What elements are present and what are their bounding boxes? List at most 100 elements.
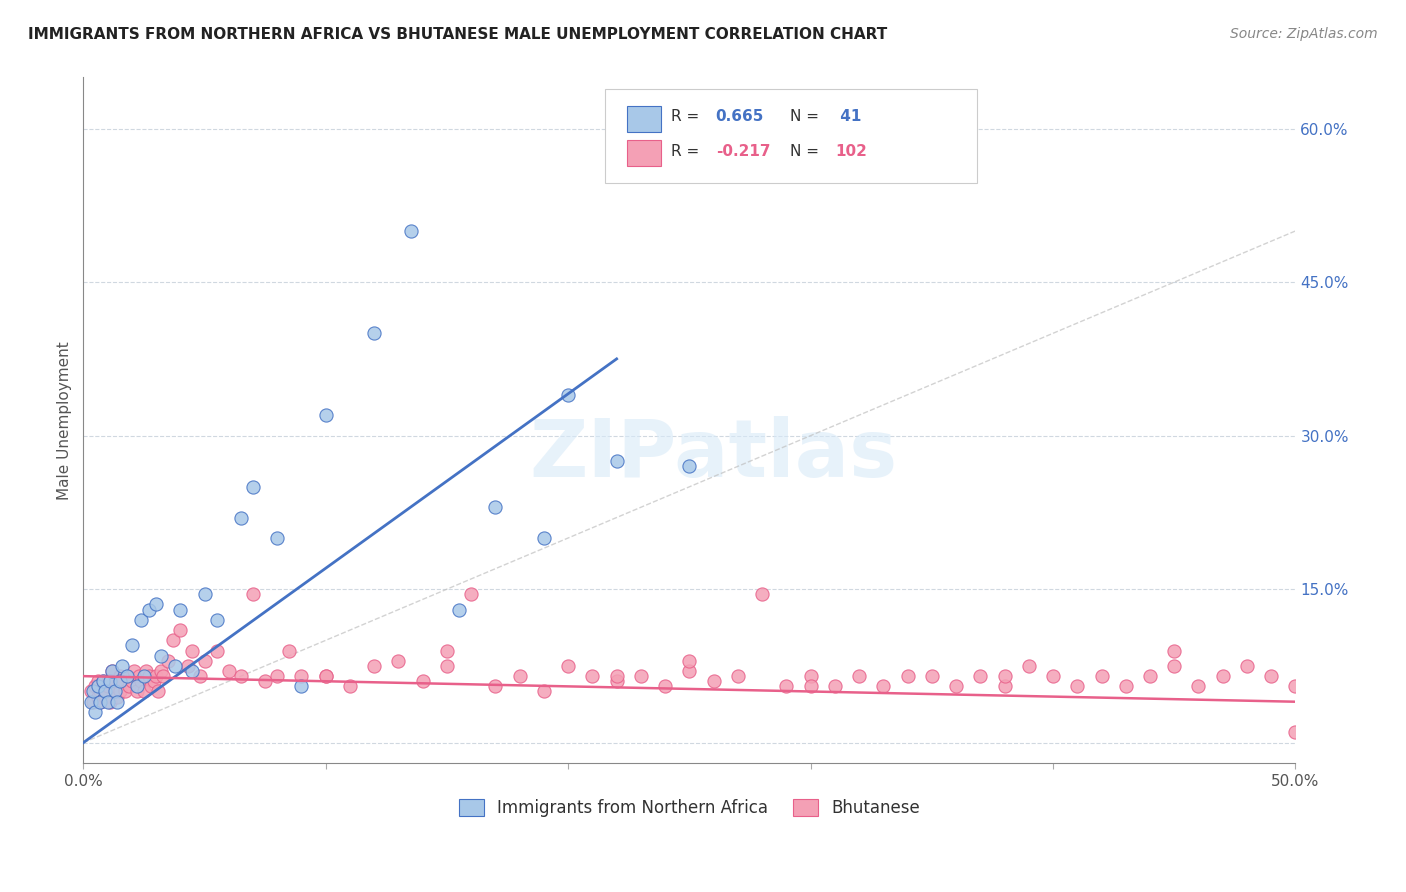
Point (1284, 725, 1306, 739)
Point (101, 664, 124, 678)
Point (149, 648, 172, 663)
Point (509, 669, 531, 683)
Point (89, 695, 111, 709)
Point (96, 679, 118, 693)
Point (824, 679, 846, 693)
Point (94, 690, 117, 704)
Point (122, 664, 145, 678)
Point (181, 664, 204, 678)
Point (135, 664, 157, 678)
Y-axis label: Male Unemployment: Male Unemployment (58, 341, 72, 500)
Point (1163, 643, 1185, 657)
Point (1260, 669, 1282, 683)
Point (290, 679, 312, 693)
Point (125, 684, 148, 698)
Point (266, 669, 288, 683)
Point (87, 679, 110, 693)
Point (94, 684, 117, 698)
Point (581, 669, 603, 683)
Point (141, 679, 163, 693)
Point (91, 679, 114, 693)
Point (678, 459, 700, 474)
Point (1187, 679, 1209, 693)
Point (254, 674, 277, 689)
Point (169, 602, 191, 616)
Point (169, 623, 191, 637)
Point (872, 679, 894, 693)
Point (148, 684, 170, 698)
Point (82, 695, 104, 709)
Point (98, 674, 121, 689)
Point (449, 602, 471, 616)
Point (290, 669, 312, 683)
Point (703, 674, 725, 689)
Point (1139, 669, 1161, 683)
Point (363, 659, 385, 673)
Point (193, 587, 215, 601)
Point (138, 669, 160, 683)
Point (131, 613, 153, 627)
Point (533, 684, 555, 698)
Point (387, 654, 409, 668)
Point (101, 664, 124, 678)
Point (436, 659, 458, 673)
Point (229, 669, 252, 683)
Point (145, 669, 167, 683)
Point (105, 695, 128, 709)
Point (229, 510, 252, 524)
Point (315, 408, 337, 422)
Point (165, 659, 187, 673)
Point (557, 659, 579, 673)
Point (606, 674, 628, 689)
Point (104, 684, 127, 698)
Point (152, 669, 174, 683)
Legend: Immigrants from Northern Africa, Bhutanese: Immigrants from Northern Africa, Bhutane… (451, 792, 927, 823)
Point (89, 684, 111, 698)
Text: Source: ZipAtlas.com: Source: ZipAtlas.com (1230, 27, 1378, 41)
Point (84, 705, 107, 719)
Text: 0.665: 0.665 (716, 110, 763, 124)
Text: 102: 102 (835, 145, 868, 159)
Point (218, 664, 240, 678)
Point (205, 613, 228, 627)
Point (79, 695, 101, 709)
Point (630, 669, 652, 683)
Text: R =: R = (671, 110, 704, 124)
Point (242, 587, 264, 601)
Point (91, 674, 114, 689)
Point (1090, 669, 1112, 683)
Point (138, 602, 160, 616)
Point (87, 674, 110, 689)
Point (205, 643, 228, 657)
Point (654, 679, 676, 693)
Point (606, 454, 628, 468)
Point (1284, 679, 1306, 693)
Text: N =: N = (790, 145, 824, 159)
Point (993, 679, 1015, 693)
Point (128, 669, 150, 683)
Point (79, 684, 101, 698)
Point (1042, 669, 1064, 683)
Point (678, 664, 700, 678)
Point (412, 674, 434, 689)
Point (1066, 679, 1088, 693)
Point (104, 674, 127, 689)
Point (775, 679, 797, 693)
Point (1212, 669, 1234, 683)
Point (125, 679, 148, 693)
Point (108, 684, 131, 698)
Point (278, 643, 301, 657)
Point (108, 674, 131, 689)
Point (181, 643, 204, 657)
Point (82, 684, 104, 698)
Point (921, 669, 943, 683)
Point (87, 690, 110, 704)
Point (94, 684, 117, 698)
Point (176, 659, 198, 673)
Point (1236, 659, 1258, 673)
Point (800, 679, 823, 693)
Point (121, 674, 143, 689)
Point (1115, 679, 1137, 693)
Point (533, 531, 555, 545)
Point (104, 684, 127, 698)
